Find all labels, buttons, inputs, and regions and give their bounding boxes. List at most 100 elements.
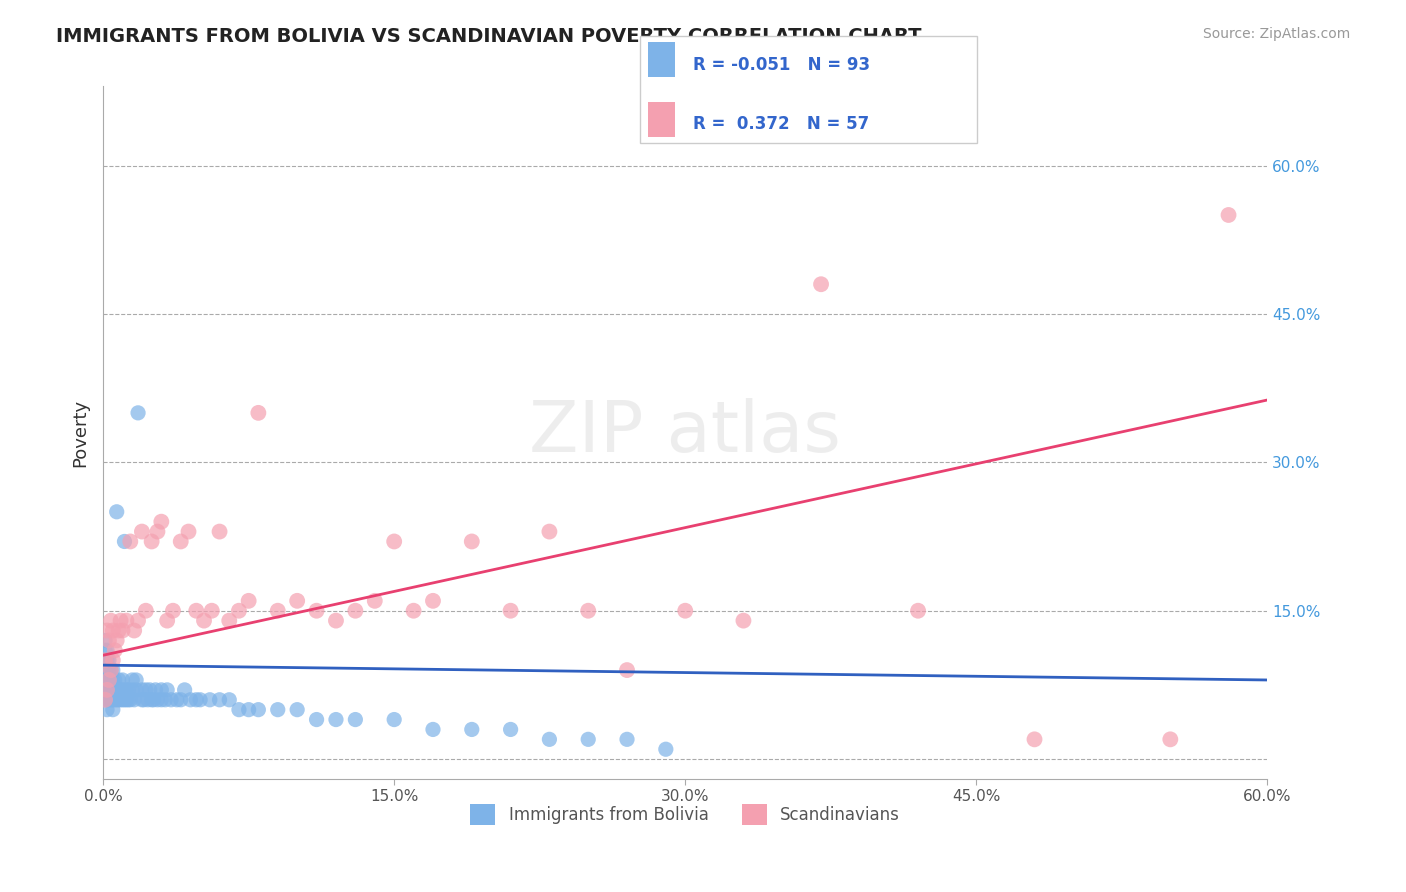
Point: [228, 604, 250, 618]
Point: [100, 692, 122, 706]
Point: [141, 534, 163, 549]
Point: [97, 692, 120, 706]
Point: [117, 682, 139, 697]
Point: [97, 673, 120, 687]
Point: [125, 682, 148, 697]
Point: [364, 594, 387, 608]
Point: [110, 614, 132, 628]
Point: [576, 604, 599, 618]
Point: [733, 614, 755, 628]
Point: [100, 682, 122, 697]
Point: [135, 604, 157, 618]
Point: [94, 653, 117, 667]
Point: [382, 534, 405, 549]
Point: [267, 604, 290, 618]
Point: [344, 604, 367, 618]
Point: [907, 604, 929, 618]
Point: [135, 682, 157, 697]
Point: [127, 406, 149, 420]
Point: [344, 713, 367, 727]
Point: [145, 682, 167, 697]
Point: [247, 406, 270, 420]
Point: [156, 682, 179, 697]
Point: [422, 594, 444, 608]
Point: [616, 663, 638, 677]
Point: [107, 692, 129, 706]
Point: [96, 703, 118, 717]
Point: [101, 692, 124, 706]
Point: [285, 594, 308, 608]
Point: [193, 614, 215, 628]
Point: [101, 663, 124, 677]
Point: [100, 663, 122, 677]
Point: [96, 653, 118, 667]
Point: [127, 614, 149, 628]
Point: [150, 515, 173, 529]
Point: [94, 643, 117, 657]
Point: [110, 692, 132, 706]
Point: [111, 624, 134, 638]
Point: [238, 594, 260, 608]
Point: [499, 604, 522, 618]
Point: [131, 682, 153, 697]
Point: [218, 614, 240, 628]
Point: [96, 692, 118, 706]
Point: [1159, 732, 1181, 747]
Point: [104, 643, 127, 657]
Point: [114, 692, 136, 706]
Point: [673, 604, 696, 618]
Point: [111, 682, 134, 697]
Point: [305, 713, 328, 727]
Point: [105, 682, 128, 697]
Point: [115, 692, 138, 706]
Point: [499, 723, 522, 737]
Point: [136, 692, 159, 706]
Point: [96, 673, 118, 687]
Point: [1024, 732, 1046, 747]
Text: Source: ZipAtlas.com: Source: ZipAtlas.com: [1202, 27, 1350, 41]
Point: [120, 692, 142, 706]
Point: [96, 682, 118, 697]
Point: [94, 653, 117, 667]
Point: [131, 524, 153, 539]
Point: [100, 663, 122, 677]
Point: [162, 604, 184, 618]
Point: [107, 673, 129, 687]
Point: [576, 732, 599, 747]
Y-axis label: Poverty: Poverty: [72, 399, 89, 467]
Point: [122, 624, 145, 638]
Point: [120, 534, 142, 549]
Point: [538, 732, 561, 747]
Point: [115, 614, 138, 628]
Point: [160, 692, 183, 706]
Text: R = -0.051   N = 93: R = -0.051 N = 93: [693, 55, 870, 73]
Legend: Immigrants from Bolivia, Scandinavians: Immigrants from Bolivia, Scandinavians: [463, 796, 908, 833]
Point: [132, 692, 155, 706]
Point: [156, 614, 179, 628]
Point: [105, 633, 128, 648]
Point: [177, 524, 200, 539]
Point: [107, 682, 129, 697]
Point: [655, 742, 678, 756]
Point: [107, 624, 129, 638]
Point: [122, 692, 145, 706]
Point: [186, 692, 208, 706]
Point: [461, 723, 484, 737]
Point: [96, 643, 118, 657]
Point: [1218, 208, 1240, 222]
Point: [170, 692, 193, 706]
Text: ZIP atlas: ZIP atlas: [529, 398, 841, 467]
Point: [100, 614, 122, 628]
Point: [105, 692, 128, 706]
Point: [142, 692, 165, 706]
Point: [170, 534, 193, 549]
Point: [285, 703, 308, 717]
Point: [179, 692, 201, 706]
Point: [97, 653, 120, 667]
Point: [810, 277, 832, 292]
Point: [228, 703, 250, 717]
Point: [104, 673, 127, 687]
Point: [166, 692, 188, 706]
Point: [101, 673, 124, 687]
Point: [218, 692, 240, 706]
